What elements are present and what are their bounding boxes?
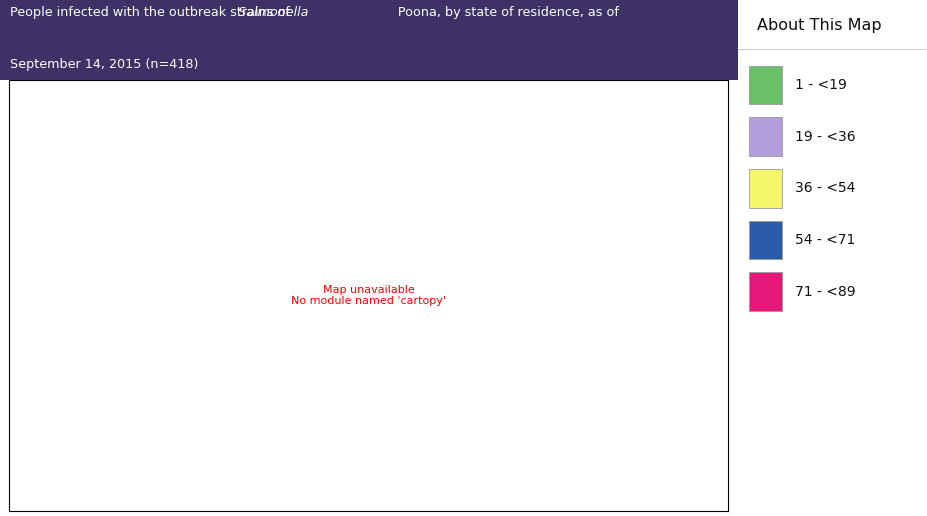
Text: People infected with the outbreak strains of                           Poona, by: People infected with the outbreak strain…	[9, 6, 617, 20]
Text: Map unavailable
No module named 'cartopy': Map unavailable No module named 'cartopy…	[291, 285, 446, 306]
Text: About This Map: About This Map	[756, 18, 881, 33]
Text: September 14, 2015 (n=418): September 14, 2015 (n=418)	[9, 58, 197, 71]
Text: 71 - <89: 71 - <89	[794, 284, 855, 299]
Text: Salmonella: Salmonella	[9, 6, 308, 20]
FancyBboxPatch shape	[748, 169, 781, 207]
FancyBboxPatch shape	[748, 272, 781, 311]
Text: 36 - <54: 36 - <54	[794, 181, 855, 196]
FancyBboxPatch shape	[748, 221, 781, 259]
Text: 1 - <19: 1 - <19	[794, 78, 845, 92]
Text: 19 - <36: 19 - <36	[794, 130, 855, 144]
Text: 54 - <71: 54 - <71	[794, 233, 855, 247]
FancyBboxPatch shape	[748, 118, 781, 156]
FancyBboxPatch shape	[748, 66, 781, 104]
